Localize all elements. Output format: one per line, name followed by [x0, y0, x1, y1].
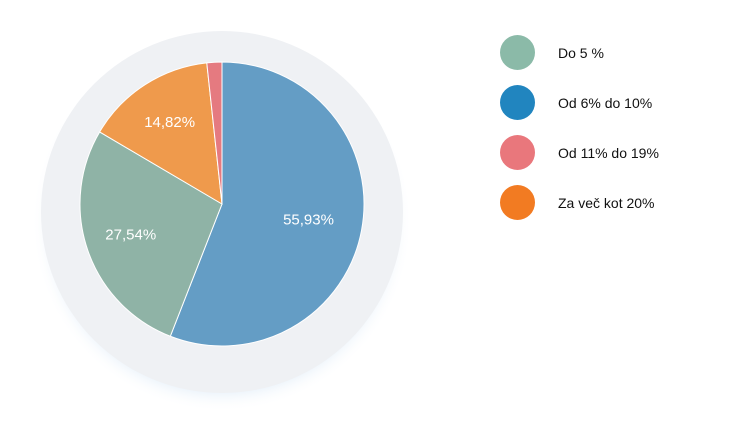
legend: Do 5 % Od 6% do 10% Od 11% do 19% Za več…	[500, 35, 659, 235]
pie-slice-labels: 55,93% 27,54% 14,82%	[105, 114, 334, 244]
legend-swatch-icon	[500, 85, 535, 120]
pie-slice-od-11-do-19[interactable]	[206, 61, 223, 205]
pie-slice-label-do-5: 27,54%	[105, 227, 156, 244]
pie-slice-label-od-6-do-10: 55,93%	[283, 211, 334, 228]
pie-slice-od-6-do-10[interactable]	[169, 61, 365, 347]
legend-label: Od 11% do 19%	[558, 144, 659, 161]
legend-label: Od 6% do 10%	[558, 94, 653, 111]
pie-chart: 55,93% 27,54% 14,82%	[32, 31, 412, 412]
legend-label: Do 5 %	[558, 44, 604, 61]
legend-swatch-icon	[500, 35, 535, 70]
legend-item-do-5[interactable]: Do 5 %	[500, 35, 659, 70]
legend-label: Za več kot 20%	[558, 194, 655, 211]
pie-slice-za-vec-kot-20[interactable]	[98, 62, 223, 205]
pie-slice-do-5[interactable]	[79, 131, 223, 337]
pie-slice-label-za-vec-kot-20: 14,82%	[144, 114, 195, 131]
legend-item-za-vec-kot-20[interactable]: Za več kot 20%	[500, 185, 659, 220]
legend-swatch-icon	[500, 185, 535, 220]
legend-item-od-6-do-10[interactable]: Od 6% do 10%	[500, 85, 659, 120]
pie-slices	[79, 61, 365, 347]
legend-item-od-11-do-19[interactable]: Od 11% do 19%	[500, 135, 659, 170]
legend-swatch-icon	[500, 135, 535, 170]
